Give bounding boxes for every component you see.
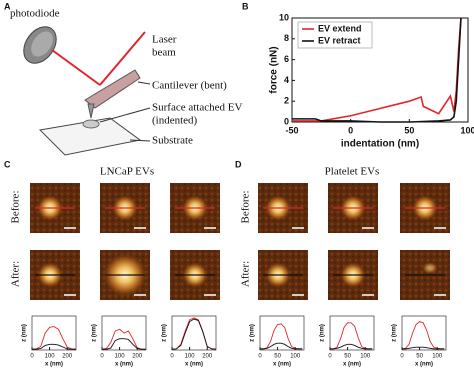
y-axis-label: z (nm): [392, 324, 398, 342]
y-axis-label: z (nm): [320, 324, 326, 342]
x-tick-label: 200: [62, 354, 73, 360]
leader: [129, 139, 151, 142]
data-line: [31, 326, 77, 350]
panel-label: A: [4, 1, 11, 11]
x-axis-label: indentation (nm): [341, 139, 419, 150]
data-line: [171, 318, 217, 350]
label: photodiode: [10, 8, 60, 20]
y-axis-label: force (nN): [269, 46, 280, 93]
x-tick-label: 100: [185, 354, 196, 360]
plot-frame: [101, 315, 147, 351]
x-tick-label: 200: [202, 354, 213, 360]
y-axis-label: z (nm): [250, 324, 256, 342]
x-axis-label: x (nm): [45, 362, 63, 368]
x-tick-label: 50: [274, 354, 281, 360]
x-tick-label: 100: [460, 125, 474, 135]
x-tick-label: 100: [432, 354, 443, 360]
row-label: Before:: [10, 191, 22, 224]
plot-frame: [329, 315, 375, 351]
ev: [82, 119, 100, 129]
label: Substrate: [152, 135, 193, 147]
x-tick-label: 0: [328, 354, 332, 360]
x-tick-label: 0: [258, 354, 262, 360]
y-tick-label: 10: [279, 12, 289, 22]
panel-label: C: [4, 159, 11, 169]
tip: [87, 103, 95, 119]
leader: [137, 81, 151, 85]
y-axis-label: z (nm): [162, 324, 168, 342]
y-tick-label: 6: [284, 54, 289, 64]
x-axis-label: x (nm): [185, 362, 203, 368]
label: beam: [152, 47, 176, 59]
x-tick-label: 0: [30, 354, 34, 360]
x-tick-label: 50: [416, 354, 423, 360]
y-tick-label: 8: [284, 33, 289, 43]
data-line: [101, 328, 146, 350]
x-tick-label: 0: [170, 354, 174, 360]
legend-entry: EV retract: [318, 35, 361, 45]
data-line: [32, 343, 76, 350]
legend-entry: EV extend: [318, 23, 362, 33]
data-line: [330, 322, 373, 350]
x-tick-label: 100: [45, 354, 56, 360]
y-axis-label: z (nm): [22, 324, 28, 342]
plot-frame: [401, 315, 447, 351]
row-label: After:: [10, 261, 22, 287]
y-tick-label: 2: [284, 96, 289, 106]
data-line: [260, 323, 303, 350]
label: Cantilever (bent): [152, 80, 227, 92]
afm-particle: [422, 262, 438, 274]
incident-beam: [99, 31, 146, 86]
data-line: [171, 317, 217, 350]
y-tick-label: 4: [284, 75, 289, 85]
row-label: Before:: [240, 191, 252, 224]
x-tick-label: 100: [360, 354, 371, 360]
label: (indented): [152, 115, 198, 127]
panel-title: Platelet EVs: [325, 166, 380, 178]
data-line: [102, 338, 146, 350]
x-tick-label: 0: [400, 354, 404, 360]
y-tick-label: 0: [284, 116, 289, 126]
x-tick-label: 50: [344, 354, 351, 360]
panel-title: LNCaP EVs: [100, 166, 154, 178]
plot-frame: [259, 315, 305, 351]
row-label: After:: [240, 261, 252, 287]
x-tick-label: -50: [285, 125, 298, 135]
x-tick-label: 100: [290, 354, 301, 360]
x-tick-label: 0: [100, 354, 104, 360]
legend-box: [297, 21, 373, 49]
x-axis-label: x (nm): [343, 362, 361, 368]
reflected-beam: [51, 49, 101, 86]
x-tick-label: 100: [115, 354, 126, 360]
panel-label: D: [235, 159, 242, 169]
photodiode-face: [31, 31, 53, 57]
plot-frame: [171, 315, 217, 351]
data-line: [260, 342, 303, 350]
data-line: [292, 17, 462, 123]
plot-frame: [31, 315, 77, 351]
data-line: [401, 321, 445, 350]
label: Surface attached EV: [152, 102, 242, 114]
x-tick-label: 0: [348, 125, 353, 135]
panel-label: B: [242, 1, 249, 11]
x-axis-label: x (nm): [415, 362, 433, 368]
y-axis-label: z (nm): [92, 324, 98, 342]
cantilever: [84, 69, 141, 109]
x-axis-label: x (nm): [115, 362, 133, 368]
data-line: [402, 346, 445, 350]
data-line: [330, 343, 373, 350]
x-tick-label: 50: [404, 125, 414, 135]
x-tick-label: 200: [132, 354, 143, 360]
label: Laser: [152, 34, 177, 46]
x-axis-label: x (nm): [273, 362, 291, 368]
leader: [99, 107, 151, 123]
